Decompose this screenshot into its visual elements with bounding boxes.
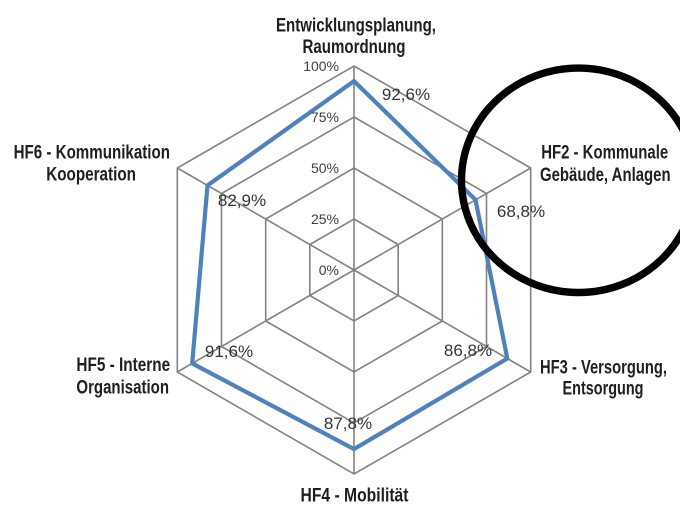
svg-text:HF5 - Interne: HF5 - Interne: [76, 355, 170, 376]
svg-text:91,6%: 91,6%: [205, 342, 253, 361]
svg-text:HF4 - Mobilität: HF4 - Mobilität: [301, 485, 410, 506]
svg-text:92,6%: 92,6%: [382, 85, 430, 104]
svg-text:86,8%: 86,8%: [444, 341, 492, 360]
svg-text:Entwicklungsplanung,: Entwicklungsplanung,: [276, 16, 436, 37]
svg-text:Kooperation: Kooperation: [46, 164, 136, 185]
svg-text:Raumordnung: Raumordnung: [303, 37, 406, 58]
svg-text:50%: 50%: [311, 160, 339, 176]
svg-text:Organisation: Organisation: [76, 378, 169, 399]
svg-text:75%: 75%: [311, 109, 339, 125]
svg-text:Entsorgung: Entsorgung: [563, 379, 644, 400]
svg-text:0%: 0%: [319, 262, 339, 278]
svg-text:87,8%: 87,8%: [324, 414, 372, 433]
svg-text:68,8%: 68,8%: [497, 202, 545, 221]
svg-text:Gebäude, Anlagen: Gebäude, Anlagen: [540, 165, 671, 186]
svg-text:100%: 100%: [303, 58, 339, 74]
svg-text:HF3 - Versorgung,: HF3 - Versorgung,: [540, 358, 667, 379]
svg-text:HF6 - Kommunikation: HF6 - Kommunikation: [14, 143, 170, 164]
svg-text:HF2 - Kommunale: HF2 - Kommunale: [541, 143, 668, 164]
svg-text:82,9%: 82,9%: [218, 191, 266, 210]
svg-text:25%: 25%: [311, 211, 339, 227]
